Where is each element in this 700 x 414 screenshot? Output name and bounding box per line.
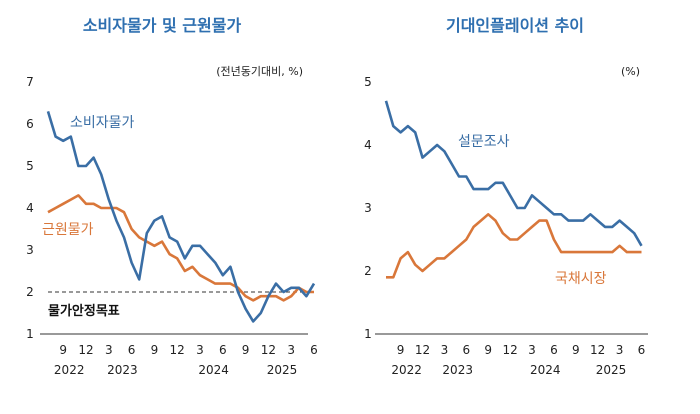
- x-tick-label: 6: [310, 343, 318, 357]
- x-tick-label: 6: [462, 343, 470, 357]
- left-year-labels: 2022 2023 2024 2025: [54, 363, 297, 377]
- x-tick-label: 6: [219, 343, 227, 357]
- x-tick-label: 9: [572, 343, 580, 357]
- y-tick-label: 4: [26, 201, 34, 215]
- x-tick-label: 3: [287, 343, 295, 357]
- left-chart-title: 소비자물가 및 근원물가: [83, 16, 242, 35]
- right-chart-title: 기대인플레이션 추이: [446, 16, 584, 35]
- year-label: 2023: [107, 363, 138, 377]
- year-label: 2022: [54, 363, 85, 377]
- x-tick-label: 12: [78, 343, 93, 357]
- y-tick-label: 6: [26, 117, 34, 131]
- series-label-core: 근원물가: [42, 222, 94, 238]
- y-tick-label: 2: [26, 285, 34, 299]
- series-label-cpi: 소비자물가: [70, 115, 135, 131]
- x-tick-label: 9: [397, 343, 405, 357]
- x-tick-label: 12: [261, 343, 276, 357]
- year-label: 2024: [198, 363, 229, 377]
- series-line-survey: [384, 100, 643, 247]
- right-unit-label: (%): [621, 65, 640, 78]
- y-tick-label: 5: [26, 159, 34, 173]
- y-tick-label: 3: [26, 243, 34, 257]
- year-label: 2022: [391, 363, 422, 377]
- x-tick-label: 6: [128, 343, 136, 357]
- target-label: 물가안정목표: [48, 303, 120, 319]
- year-label: 2025: [596, 363, 627, 377]
- series-label-survey: 설문조사: [458, 134, 510, 150]
- x-tick-label: 12: [590, 343, 605, 357]
- y-tick-label: 5: [364, 75, 372, 89]
- x-tick-label: 9: [151, 343, 159, 357]
- x-tick-label: 9: [484, 343, 492, 357]
- x-tick-label: 3: [105, 343, 113, 357]
- x-tick-label: 12: [415, 343, 430, 357]
- x-tick-label: 6: [638, 343, 646, 357]
- y-tick-label: 1: [26, 327, 34, 341]
- y-tick-label: 4: [364, 138, 372, 152]
- x-tick-label: 12: [502, 343, 517, 357]
- y-tick-label: 1: [364, 327, 372, 341]
- year-label: 2024: [530, 363, 561, 377]
- left-unit-label: (전년동기대비, %): [216, 65, 303, 78]
- year-label: 2023: [442, 363, 473, 377]
- year-label: 2025: [267, 363, 298, 377]
- right-y-tick-labels: 1 2 3 4 5: [364, 75, 372, 341]
- y-tick-label: 7: [26, 75, 34, 89]
- right-x-tick-labels: 9 12 3 6 9 12 3 6 9 12 3 6: [397, 343, 646, 357]
- series-line-bond-market: [386, 213, 642, 279]
- x-tick-label: 9: [59, 343, 67, 357]
- series-label-bond: 국채시장: [555, 271, 607, 287]
- x-tick-label: 12: [170, 343, 185, 357]
- series-line-cpi-headline: [46, 111, 316, 323]
- y-tick-label: 3: [364, 201, 372, 215]
- right-year-labels: 2022 2023 2024 2025: [391, 363, 626, 377]
- x-tick-label: 3: [616, 343, 624, 357]
- x-tick-label: 6: [550, 343, 558, 357]
- left-x-tick-labels: 9 12 3 6 9 12 3 6 9 12 3 6: [59, 343, 317, 357]
- y-tick-label: 2: [364, 264, 372, 278]
- x-tick-label: 9: [242, 343, 250, 357]
- x-tick-label: 3: [528, 343, 536, 357]
- x-tick-label: 3: [196, 343, 204, 357]
- x-tick-label: 3: [441, 343, 449, 357]
- left-y-tick-labels: 1 2 3 4 5 6 7: [26, 75, 34, 341]
